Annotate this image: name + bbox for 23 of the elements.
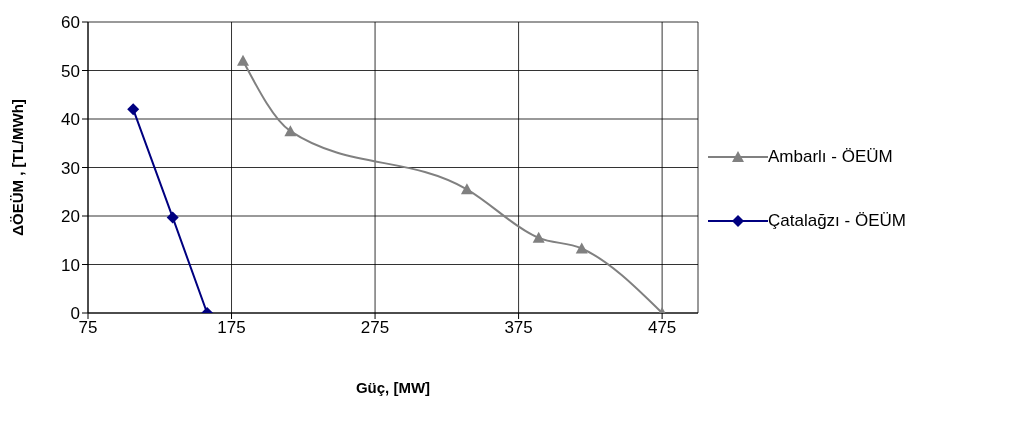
y-tick-label: 20 [61,207,80,227]
point [237,54,250,66]
y-tick-label: 40 [61,110,80,130]
x-tick-label: 175 [217,318,246,338]
point [127,103,140,116]
x-axis-title: Güç, [MW] [355,379,431,396]
x-tick-label: 75 [78,318,98,338]
x-tick-label: 375 [504,318,533,338]
point [284,125,297,137]
x-tick-label: 475 [647,318,677,338]
y-tick-label: 60 [61,13,80,33]
x-tick-label: 275 [360,318,390,338]
point [532,231,545,243]
y-tick-label: 0 [70,304,80,324]
point [166,211,179,224]
y-tick-label: 30 [61,158,80,178]
y-axis-title: ΔÖEÜM , [TL/MWh] [9,99,27,236]
y-tick-label: 10 [61,255,80,275]
y-tick-label: 50 [61,61,80,81]
legend-label: Ambarlı - ÖEÜM [768,146,893,167]
point [575,242,588,254]
point [460,183,473,195]
legend-label: Çatalağzı - ÖEÜM [768,210,906,231]
